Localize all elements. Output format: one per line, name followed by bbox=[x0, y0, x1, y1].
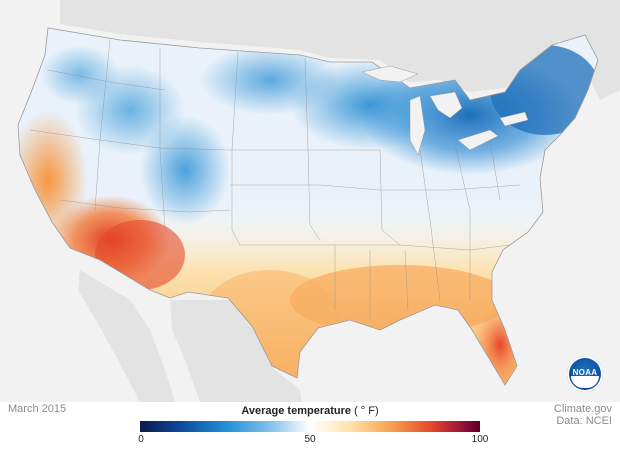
color-scale-bar bbox=[140, 421, 480, 432]
credit: Climate.gov Data: NCEI bbox=[554, 403, 612, 427]
noaa-logo-text: NOAA bbox=[572, 368, 598, 377]
great-lakes bbox=[361, 65, 529, 156]
credit-source: Climate.gov bbox=[553, 403, 612, 415]
temperature-field bbox=[18, 45, 598, 385]
map-background: NOAA bbox=[0, 0, 620, 402]
us-temperature-map bbox=[17, 0, 620, 402]
date-label: March 2015 bbox=[8, 403, 67, 415]
noaa-logo-icon: NOAA bbox=[567, 356, 603, 392]
credit-data: Data: NCEI bbox=[556, 415, 612, 427]
legend-unit: ( ° F) bbox=[354, 405, 379, 417]
legend-tick-min: 0 bbox=[138, 434, 144, 445]
surrounding-land bbox=[60, 0, 620, 402]
legend-title-text: Average temperature bbox=[241, 405, 351, 417]
legend-title: Average temperature ( ° F) bbox=[140, 405, 480, 417]
state-borders bbox=[29, 39, 521, 320]
us-outline bbox=[17, 27, 599, 386]
noaa-logo-wave bbox=[571, 376, 599, 388]
legend-tick-mid: 50 bbox=[304, 434, 316, 445]
legend-tick-max: 100 bbox=[471, 434, 489, 445]
